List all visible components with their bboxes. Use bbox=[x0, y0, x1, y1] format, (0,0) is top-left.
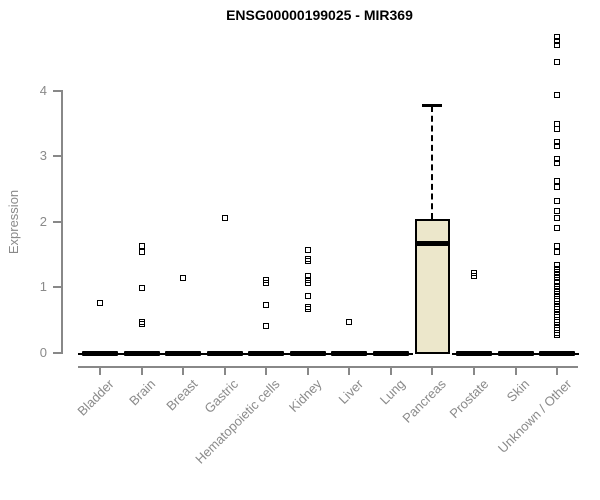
outlier-point bbox=[554, 126, 561, 133]
outlier-point bbox=[304, 258, 311, 265]
outlier-point bbox=[554, 177, 561, 184]
y-axis-tick bbox=[53, 351, 61, 354]
outlier-point bbox=[138, 243, 145, 250]
x-axis-tick bbox=[140, 367, 143, 375]
outlier-point bbox=[554, 278, 561, 285]
outlier-point bbox=[304, 280, 311, 287]
zero-box bbox=[123, 351, 160, 356]
x-tick-label: Hematopoietic cells bbox=[192, 376, 284, 467]
outlier-point bbox=[554, 285, 561, 292]
zero-box bbox=[165, 351, 202, 356]
outlier-point bbox=[304, 292, 311, 299]
x-tick-label: Kidney bbox=[285, 376, 325, 416]
outlier-point bbox=[554, 37, 561, 44]
outlier-point bbox=[554, 214, 561, 221]
x-axis-tick bbox=[306, 367, 309, 375]
x-tick-label: Liver bbox=[335, 376, 367, 407]
y-tick-label: 0 bbox=[39, 344, 47, 360]
outlier-point bbox=[554, 282, 561, 289]
x-tick-label: Gastric bbox=[201, 376, 242, 417]
zero-box bbox=[206, 351, 243, 356]
outlier-point bbox=[554, 33, 561, 40]
y-axis-tick bbox=[53, 286, 61, 288]
x-axis-tick bbox=[472, 367, 475, 375]
outlier-point bbox=[97, 299, 103, 306]
x-axis-tick bbox=[99, 367, 101, 375]
outlier-point bbox=[554, 289, 561, 296]
x-tick-label: Skin bbox=[503, 376, 533, 405]
outlier-point bbox=[554, 275, 561, 282]
outlier-point bbox=[554, 243, 561, 250]
y-tick-label: 4 bbox=[39, 82, 47, 98]
x-tick-label: Breast bbox=[162, 376, 201, 414]
whisker-cap bbox=[422, 104, 443, 107]
outlier-point bbox=[554, 265, 561, 272]
y-axis-tick bbox=[53, 89, 61, 92]
y-axis-tick bbox=[53, 155, 61, 157]
x-axis-tick bbox=[556, 367, 559, 375]
x-axis-line bbox=[78, 366, 578, 368]
x-axis-tick bbox=[348, 367, 351, 375]
outlier-point bbox=[263, 302, 270, 309]
x-tick-label: Unknown / Other bbox=[494, 376, 574, 456]
x-tick-label: Lung bbox=[376, 376, 408, 408]
outlier-point bbox=[554, 41, 561, 48]
outlier-point bbox=[554, 59, 561, 66]
zero-box bbox=[455, 351, 492, 356]
outlier-point bbox=[346, 318, 353, 325]
outlier-point bbox=[554, 208, 561, 215]
outlier-point bbox=[554, 143, 561, 150]
x-axis-tick bbox=[182, 367, 185, 375]
outlier-point bbox=[554, 139, 561, 146]
outlier-point bbox=[263, 322, 270, 329]
outlier-point bbox=[554, 272, 561, 279]
zero-box bbox=[248, 351, 285, 356]
outlier-point bbox=[554, 262, 561, 269]
outlier-point bbox=[554, 249, 561, 256]
x-tick-label: Pancreas bbox=[399, 376, 450, 426]
outlier-point bbox=[138, 284, 145, 291]
outlier-point bbox=[554, 332, 561, 339]
x-axis-tick bbox=[514, 367, 517, 375]
x-axis-tick bbox=[431, 367, 434, 375]
whisker-line bbox=[431, 106, 434, 219]
y-axis-line bbox=[61, 89, 63, 354]
outlier-point bbox=[554, 160, 561, 167]
x-axis-tick bbox=[223, 367, 226, 375]
outlier-point bbox=[138, 320, 145, 327]
zero-box bbox=[289, 351, 326, 356]
x-tick-label: Bladder bbox=[74, 376, 117, 419]
outlier-point bbox=[554, 156, 561, 163]
outlier-point bbox=[304, 246, 311, 253]
zero-box bbox=[539, 351, 576, 356]
zero-box bbox=[331, 351, 368, 356]
y-tick-label: 3 bbox=[39, 148, 47, 163]
outlier-point bbox=[304, 305, 311, 312]
outlier-point bbox=[554, 225, 561, 232]
x-axis-tick bbox=[265, 367, 268, 375]
outlier-point bbox=[554, 268, 561, 275]
outlier-point bbox=[138, 249, 145, 256]
median-line bbox=[414, 241, 450, 247]
chart-title: ENSG00000199025 - MIR369 bbox=[226, 7, 413, 23]
zero-box bbox=[497, 351, 534, 356]
x-tick-label: Prostate bbox=[446, 376, 491, 422]
outlier-point bbox=[554, 183, 561, 190]
outlier-point bbox=[554, 198, 561, 205]
zero-box bbox=[372, 351, 409, 356]
zero-box bbox=[82, 351, 118, 356]
outlier-point bbox=[470, 272, 477, 279]
y-tick-label: 1 bbox=[39, 279, 47, 294]
box bbox=[414, 218, 450, 355]
x-axis-tick bbox=[389, 367, 392, 375]
outlier-point bbox=[221, 214, 228, 221]
y-axis-label: Expression bbox=[6, 189, 21, 255]
y-tick-label: 2 bbox=[39, 213, 47, 229]
outlier-point bbox=[180, 274, 187, 281]
outlier-point bbox=[554, 92, 561, 99]
outlier-point bbox=[263, 280, 270, 287]
x-tick-label: Brain bbox=[126, 376, 159, 409]
y-axis-tick bbox=[53, 220, 61, 223]
